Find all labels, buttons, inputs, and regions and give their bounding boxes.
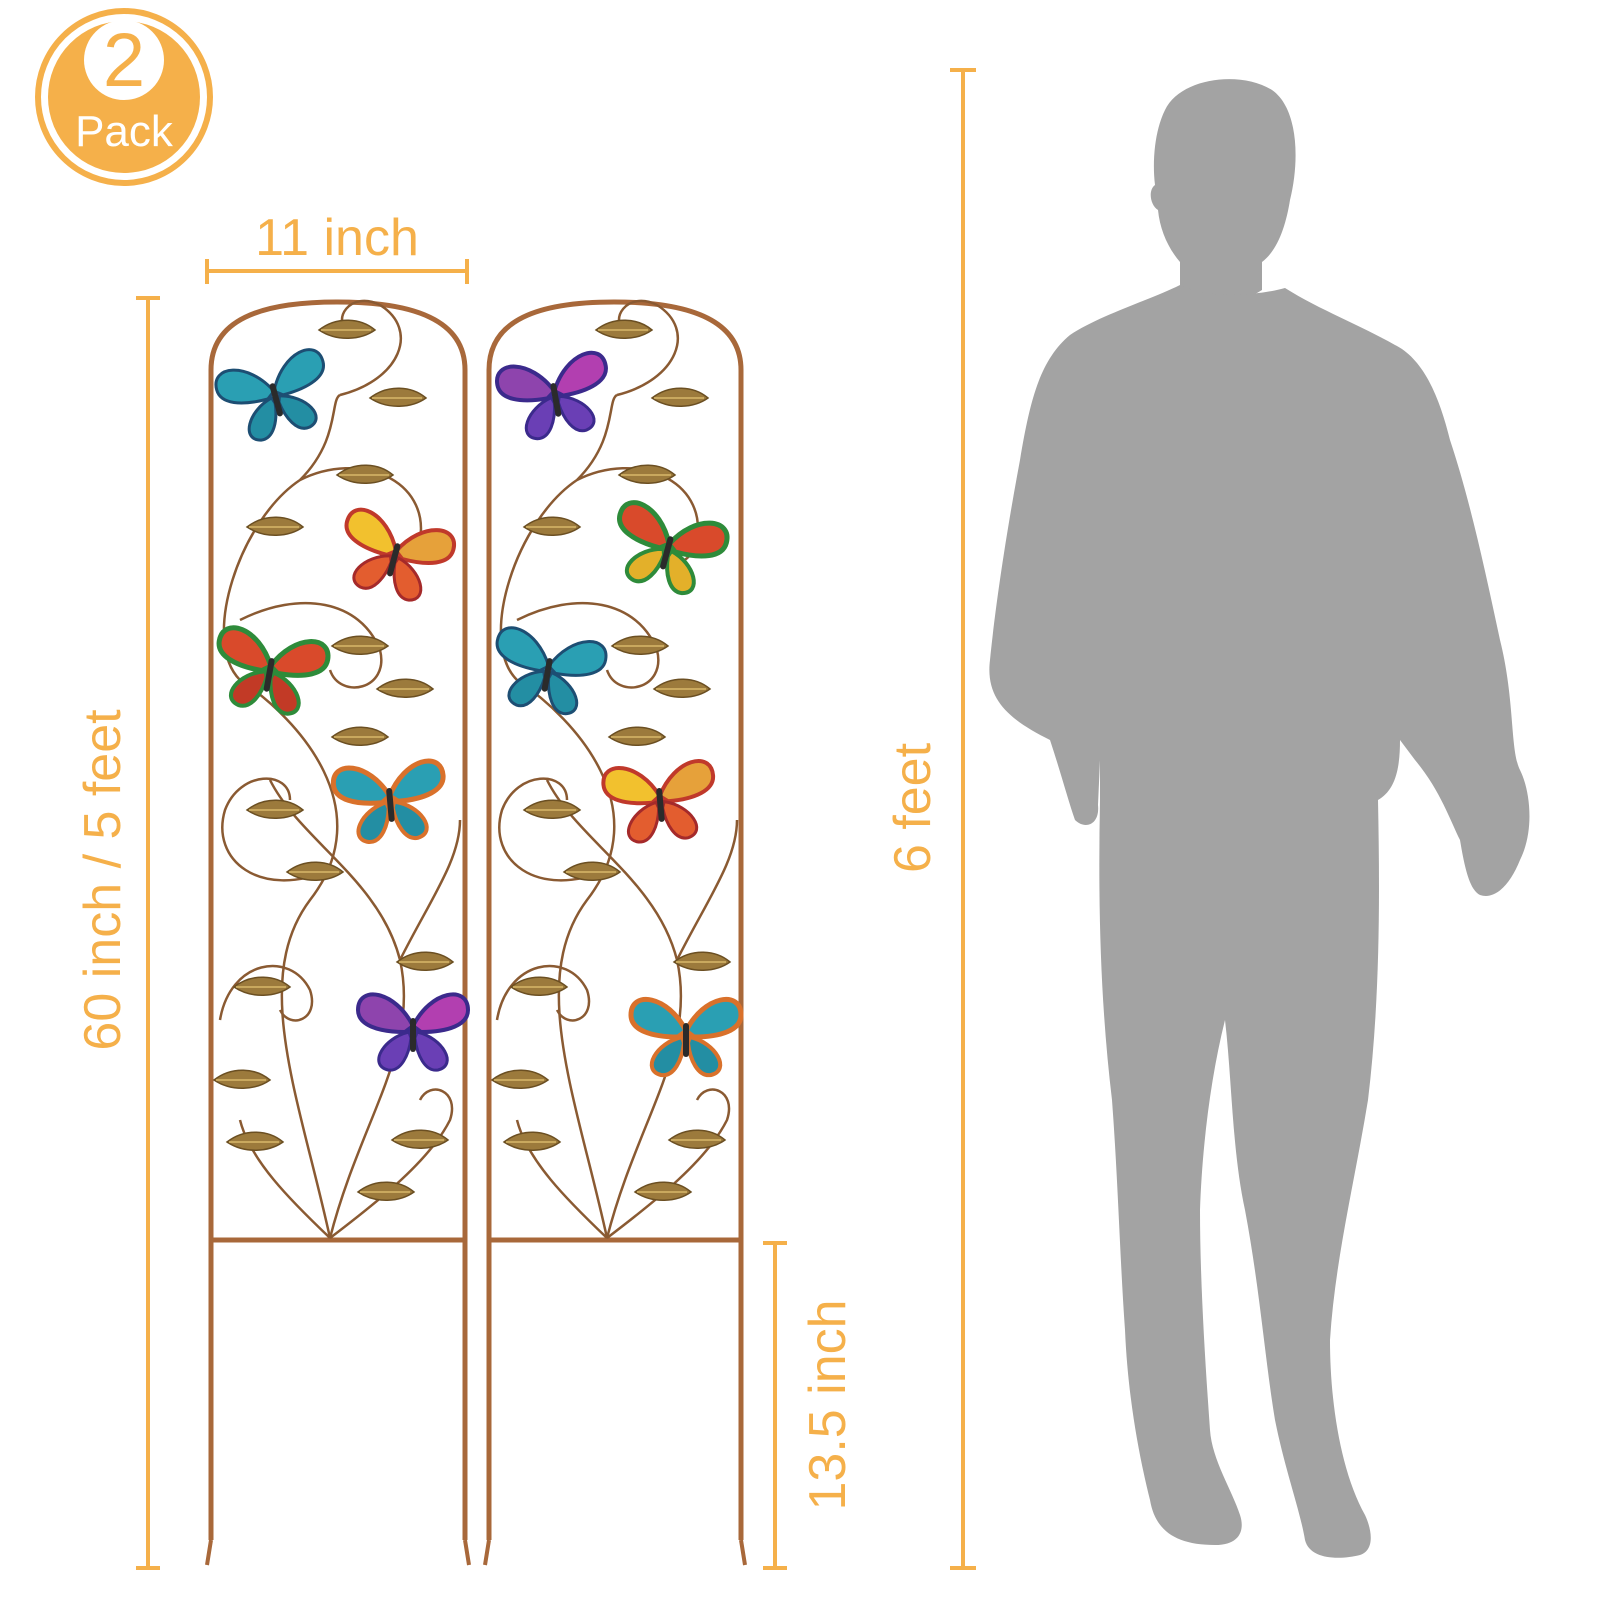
trellis-left	[205, 299, 471, 1566]
butterfly-icon	[601, 759, 716, 844]
leaf-icon	[226, 1131, 284, 1152]
leaf-icon	[318, 319, 376, 340]
pack-badge: 2 Pack	[35, 8, 213, 186]
butterfly-icon	[214, 348, 325, 442]
person-height-dimension: 6 feet	[884, 68, 976, 1570]
leaf-icon	[673, 951, 731, 972]
leaf-icon	[369, 387, 427, 408]
height-dimension: 60 inch / 5 feet	[74, 296, 160, 1570]
trellis-frame	[208, 299, 468, 1540]
leaf-icon	[213, 1069, 271, 1090]
butterfly-icon	[495, 350, 608, 441]
butterfly-icon	[617, 500, 730, 596]
leaf-icon	[396, 951, 454, 972]
butterfly-icon	[495, 626, 608, 716]
badge-number: 2	[103, 18, 145, 103]
butterfly-icon	[344, 507, 457, 602]
leaf-icon	[595, 319, 653, 340]
leaf-icon	[503, 1131, 561, 1152]
trellis-stake-tips	[205, 1539, 471, 1566]
stake-label: 13.5 inch	[799, 1299, 857, 1510]
trellis-right-butterflies	[495, 350, 744, 1078]
leaf-icon	[376, 678, 434, 699]
leaf-icon	[286, 861, 344, 882]
butterfly-icon	[216, 625, 331, 716]
leaf-icon	[651, 387, 709, 408]
trellis-left-butterflies	[214, 348, 471, 1072]
person-head	[1150, 79, 1296, 302]
leaf-icon	[653, 678, 711, 699]
leaf-icon	[331, 726, 389, 747]
leaf-icon	[523, 516, 581, 537]
leaf-icon	[563, 861, 621, 882]
width-label: 11 inch	[255, 209, 419, 267]
leaf-icon	[357, 1181, 415, 1202]
badge-word: Pack	[75, 107, 174, 156]
leaf-icon	[668, 1129, 726, 1150]
person-silhouette	[989, 79, 1530, 1558]
trellis-stake-tips	[483, 1539, 747, 1566]
leaf-icon	[608, 726, 666, 747]
leaf-icon	[391, 1129, 449, 1150]
butterfly-icon	[330, 758, 446, 845]
person-body	[989, 285, 1530, 1558]
stake-dimension: 13.5 inch	[763, 1241, 857, 1570]
badge-number-disc	[84, 20, 164, 100]
leaf-icon	[634, 1181, 692, 1202]
leaf-icon	[611, 635, 669, 656]
butterfly-icon	[628, 997, 744, 1078]
person-height-label: 6 feet	[884, 742, 942, 873]
leaf-icon	[491, 1069, 549, 1090]
height-label: 60 inch / 5 feet	[74, 709, 132, 1051]
width-dimension: 11 inch	[205, 209, 469, 284]
butterfly-icon	[355, 992, 471, 1072]
leaf-icon	[246, 516, 304, 537]
trellis-right	[483, 299, 747, 1566]
trellis-frame	[486, 299, 744, 1540]
